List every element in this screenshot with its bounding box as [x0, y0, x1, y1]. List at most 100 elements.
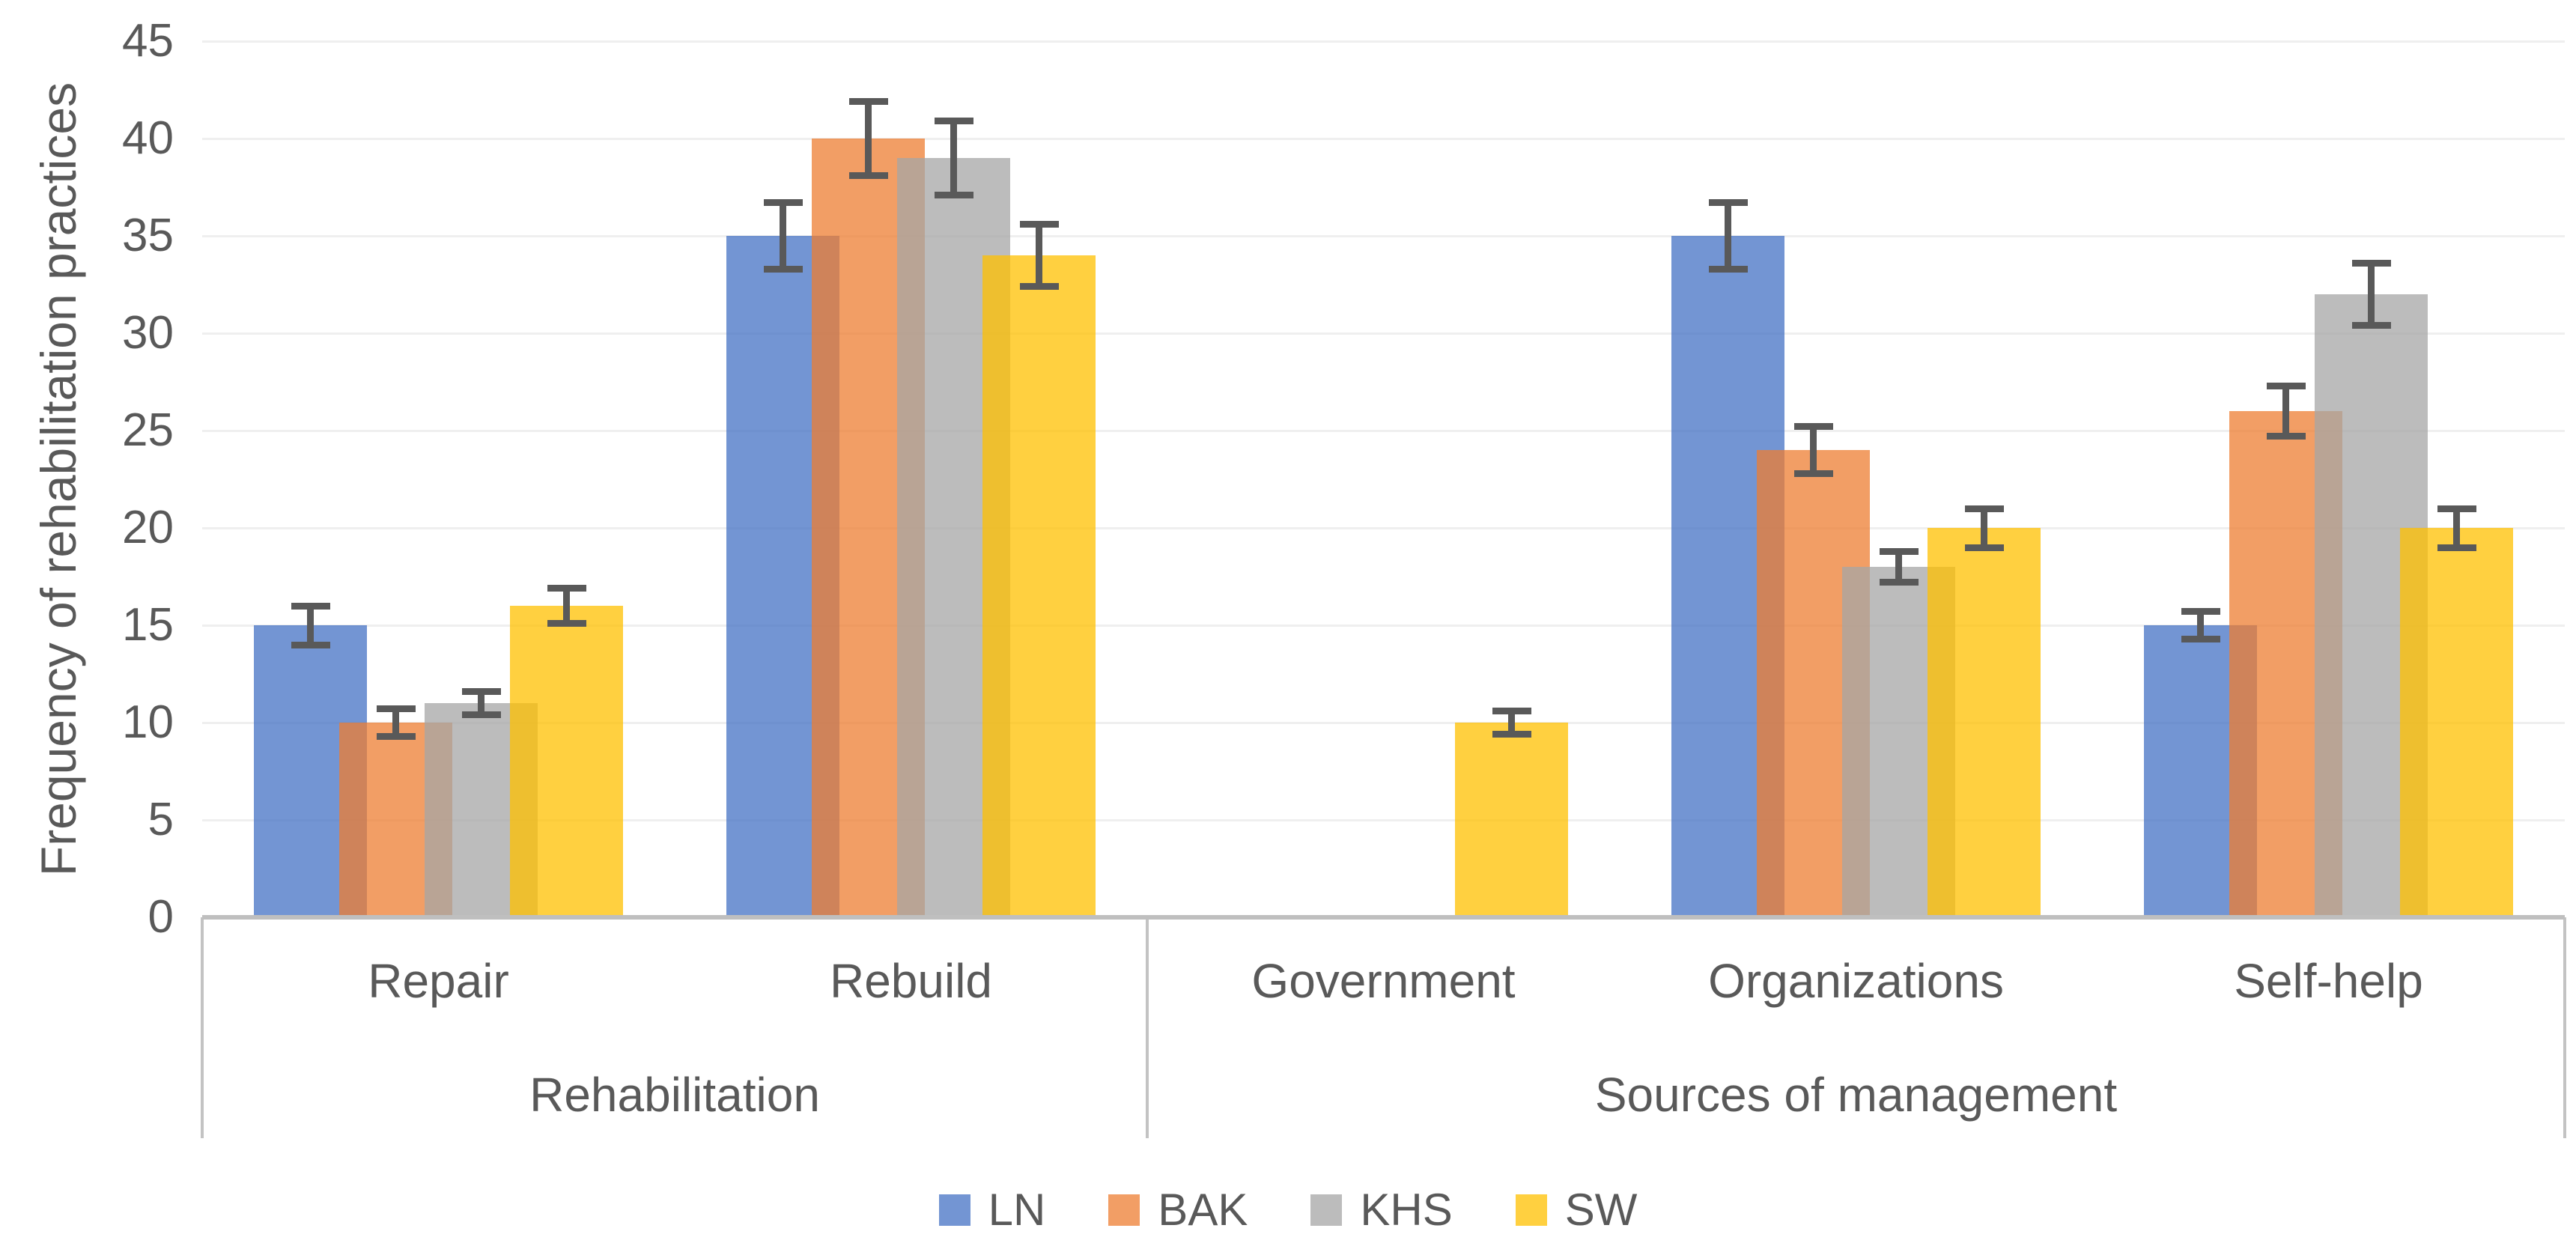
gridline [202, 138, 2565, 140]
y-tick-label: 5 [148, 794, 174, 845]
bar-sw-government [1455, 723, 1568, 917]
error-bar [950, 121, 957, 195]
error-bar-cap [1964, 544, 2004, 551]
legend-label-sw: SW [1564, 1185, 1638, 1235]
error-bar [1981, 508, 1987, 547]
category-label-rebuild: Rebuild [829, 954, 993, 1008]
error-bar-cap [1879, 579, 1919, 586]
error-bar-cap [848, 98, 888, 106]
bar-sw-rebuild [982, 255, 1096, 917]
category-divider [2563, 917, 2566, 1138]
legend: LN BAK KHS SW [0, 1188, 2576, 1233]
gridline [202, 40, 2565, 43]
y-tick-label: 25 [122, 404, 174, 456]
legend-item-sw: SW [1515, 1185, 1638, 1235]
error-bar [478, 691, 484, 715]
error-bar [1508, 711, 1515, 735]
error-bar [1810, 426, 1817, 474]
error-bar-cap [1708, 199, 1748, 207]
legend-swatch-ln [938, 1194, 970, 1226]
category-divider [201, 917, 204, 1138]
error-bar-cap [2351, 322, 2391, 329]
group-label-rehabilitation: Rehabilitation [529, 1068, 820, 1122]
error-bar-cap [934, 118, 973, 125]
error-bar-cap [763, 265, 803, 273]
legend-item-bak: BAK [1108, 1188, 1248, 1233]
error-bar-cap [461, 687, 501, 695]
category-divider [1146, 917, 1149, 1138]
error-bar-cap [376, 732, 416, 740]
error-bar-cap [2437, 505, 2476, 512]
error-bar-cap [547, 619, 586, 627]
bar-sw-organizations [1928, 528, 2041, 917]
gridline [202, 819, 2565, 821]
legend-label-bak: BAK [1158, 1185, 1248, 1235]
legend-label-khs: KHS [1360, 1185, 1453, 1235]
error-bar-cap [547, 585, 586, 592]
error-bar-cap [848, 171, 888, 179]
error-bar-cap [934, 191, 973, 198]
error-bar-cap [291, 602, 330, 610]
error-bar-cap [1019, 220, 1059, 228]
error-bar [307, 606, 314, 645]
error-bar [1725, 202, 1731, 270]
error-bar-cap [2351, 259, 2391, 267]
legend-swatch-bak [1108, 1194, 1140, 1226]
y-tick-label: 20 [122, 502, 174, 553]
gridline [202, 332, 2565, 335]
error-bar [563, 588, 570, 624]
error-bar-cap [1964, 505, 2004, 512]
legend-swatch-sw [1515, 1194, 1547, 1226]
error-bar-cap [1879, 547, 1919, 555]
group-label-sources-of-management: Sources of management [1594, 1068, 2118, 1122]
gridline [202, 430, 2565, 432]
category-label-repair: Repair [368, 954, 509, 1008]
legend-item-khs: KHS [1310, 1185, 1453, 1235]
gridline [202, 527, 2565, 529]
error-bar [2282, 386, 2289, 437]
error-bar-cap [2437, 544, 2476, 551]
y-tick-label: 35 [122, 210, 174, 261]
y-tick-label: 30 [122, 307, 174, 359]
error-bar-cap [376, 705, 416, 713]
error-bar [392, 708, 399, 737]
error-bar-cap [2181, 608, 2220, 616]
error-bar [780, 202, 786, 270]
category-label-self-help: Self-help [2234, 954, 2423, 1008]
error-bar-cap [1708, 265, 1748, 273]
error-bar-cap [1492, 707, 1531, 714]
error-bar [865, 101, 872, 176]
legend-swatch-khs [1310, 1194, 1343, 1226]
error-bar-cap [1793, 423, 1833, 431]
error-bar [2368, 263, 2375, 326]
gridline [202, 722, 2565, 724]
y-tick-label: 45 [122, 15, 174, 67]
legend-item-ln: LN [938, 1185, 1046, 1235]
bar-sw-repair [510, 606, 623, 917]
y-tick-label: 0 [148, 891, 174, 943]
category-label-organizations: Organizations [1708, 954, 2004, 1008]
error-bar [1895, 551, 1902, 583]
error-bar-cap [291, 641, 330, 648]
y-tick-label: 40 [122, 112, 174, 164]
error-bar-cap [2266, 433, 2306, 440]
y-tick-label: 15 [122, 599, 174, 651]
gridline [202, 235, 2565, 237]
error-bar [2197, 611, 2204, 639]
error-bar-cap [2266, 382, 2306, 389]
bar-sw-self-help [2400, 528, 2513, 917]
x-axis-line [202, 915, 2565, 920]
error-bar-cap [1492, 731, 1531, 738]
y-tick-label: 10 [122, 696, 174, 748]
category-label-government: Government [1251, 954, 1516, 1008]
error-bar-cap [763, 199, 803, 207]
y-axis-title: Frequency of rehabilitation practices [31, 82, 86, 877]
error-bar [2453, 508, 2460, 547]
gridline [202, 625, 2565, 627]
error-bar-cap [2181, 635, 2220, 642]
legend-label-ln: LN [988, 1185, 1046, 1235]
error-bar-cap [1793, 470, 1833, 477]
error-bar-cap [1019, 283, 1059, 291]
error-bar [1036, 224, 1042, 287]
